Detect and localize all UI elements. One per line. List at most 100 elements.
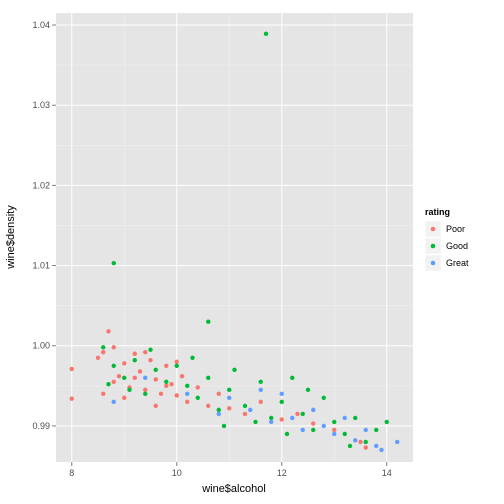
data-point-poor	[69, 366, 74, 372]
data-point-poor	[116, 374, 122, 379]
data-point-poor	[185, 399, 190, 405]
legend-marker-great	[430, 260, 436, 266]
data-point-good	[279, 399, 284, 405]
legend-label-great: Great	[446, 258, 469, 268]
data-point-poor	[164, 383, 169, 389]
data-point-poor	[143, 387, 148, 393]
data-point-great	[258, 387, 263, 393]
legend-marker-good	[430, 243, 436, 249]
data-point-poor	[101, 391, 106, 397]
data-point-good	[111, 260, 116, 266]
data-point-good	[101, 345, 106, 350]
legend-entries: Poor Good Great	[424, 220, 469, 272]
data-point-good	[384, 419, 389, 425]
data-point-great	[216, 411, 221, 417]
data-point-poor	[311, 421, 316, 426]
data-point-good	[253, 419, 258, 425]
data-point-poor	[132, 351, 137, 356]
data-point-poor	[101, 349, 106, 355]
data-point-poor	[95, 355, 101, 360]
y-tick-label: 1.04	[32, 20, 50, 30]
data-point-great	[353, 438, 358, 443]
data-point-good	[106, 382, 111, 387]
data-point-good	[311, 427, 316, 433]
data-point-great	[269, 419, 274, 425]
x-tick-label: 8	[69, 468, 74, 478]
data-point-poor	[111, 345, 116, 350]
data-point-good	[190, 355, 195, 360]
data-point-poor	[195, 385, 200, 390]
data-point-poor	[153, 377, 158, 382]
data-point-great	[185, 391, 190, 397]
data-point-great	[321, 423, 326, 429]
data-point-good	[290, 375, 295, 381]
plot-panel	[56, 13, 413, 462]
y-tick-label: 1.02	[32, 180, 50, 190]
x-tick-label: 14	[382, 468, 392, 478]
data-point-poor	[153, 403, 158, 409]
data-point-good	[347, 443, 353, 449]
data-point-good	[111, 363, 116, 368]
data-point-poor	[137, 369, 143, 374]
data-point-poor	[206, 403, 211, 409]
data-point-good	[148, 347, 153, 352]
major-gridlines	[56, 13, 413, 462]
data-point-good	[258, 379, 263, 385]
data-point-great	[332, 431, 337, 437]
data-point-poor	[132, 375, 137, 381]
data-point-great	[248, 407, 253, 413]
data-point-poor	[242, 411, 248, 417]
data-point-poor	[258, 399, 263, 405]
data-point-poor	[164, 363, 169, 368]
y-tick-label: 1.01	[32, 261, 50, 271]
data-point-poor	[227, 406, 232, 411]
data-point-poor	[216, 391, 221, 397]
data-point-poor	[69, 396, 74, 401]
data-point-good	[122, 375, 127, 381]
data-point-good	[300, 411, 305, 417]
data-point-good	[206, 319, 211, 324]
data-point-good	[263, 31, 269, 37]
data-point-great	[363, 427, 368, 433]
x-tick-label: 10	[172, 468, 182, 478]
data-point-great	[227, 395, 232, 401]
data-point-good	[164, 379, 169, 385]
data-point-good	[127, 387, 132, 393]
data-point-poor	[143, 349, 148, 355]
data-point-poor	[174, 393, 179, 398]
data-point-great	[300, 427, 305, 433]
data-point-poor	[106, 329, 111, 334]
data-point-poor	[169, 382, 174, 387]
data-point-poor	[279, 417, 284, 422]
data-point-good	[374, 427, 379, 433]
legend-marker-poor	[430, 226, 436, 232]
data-point-poor	[179, 374, 185, 379]
data-point-good	[269, 415, 274, 421]
y-axis-ticks: 0.99 1.00 1.01 1.02 1.03 1.04	[32, 20, 56, 431]
data-point-good	[132, 357, 137, 363]
data-point-great	[374, 443, 379, 449]
data-point-good	[321, 395, 326, 401]
data-point-great	[342, 415, 347, 421]
data-point-poor	[122, 395, 127, 401]
legend: rating Poor Good Great	[424, 207, 469, 272]
data-point-great	[111, 399, 116, 405]
data-point-poor	[332, 427, 337, 433]
data-point-good	[305, 387, 311, 393]
data-point-good	[185, 383, 190, 389]
data-point-good	[216, 407, 221, 413]
data-point-good	[174, 363, 179, 368]
data-point-good	[206, 375, 211, 381]
data-point-good	[242, 403, 248, 409]
data-point-good	[195, 395, 200, 401]
data-point-good	[342, 431, 347, 437]
data-point-great	[143, 375, 148, 381]
legend-title: rating	[425, 207, 450, 217]
data-point-poor	[363, 445, 368, 450]
data-point-poor	[358, 439, 363, 445]
x-axis-ticks: 8 10 12 14	[69, 462, 392, 478]
legend-label-poor: Poor	[446, 224, 465, 234]
data-point-great	[311, 407, 316, 413]
data-point-good	[232, 367, 237, 372]
